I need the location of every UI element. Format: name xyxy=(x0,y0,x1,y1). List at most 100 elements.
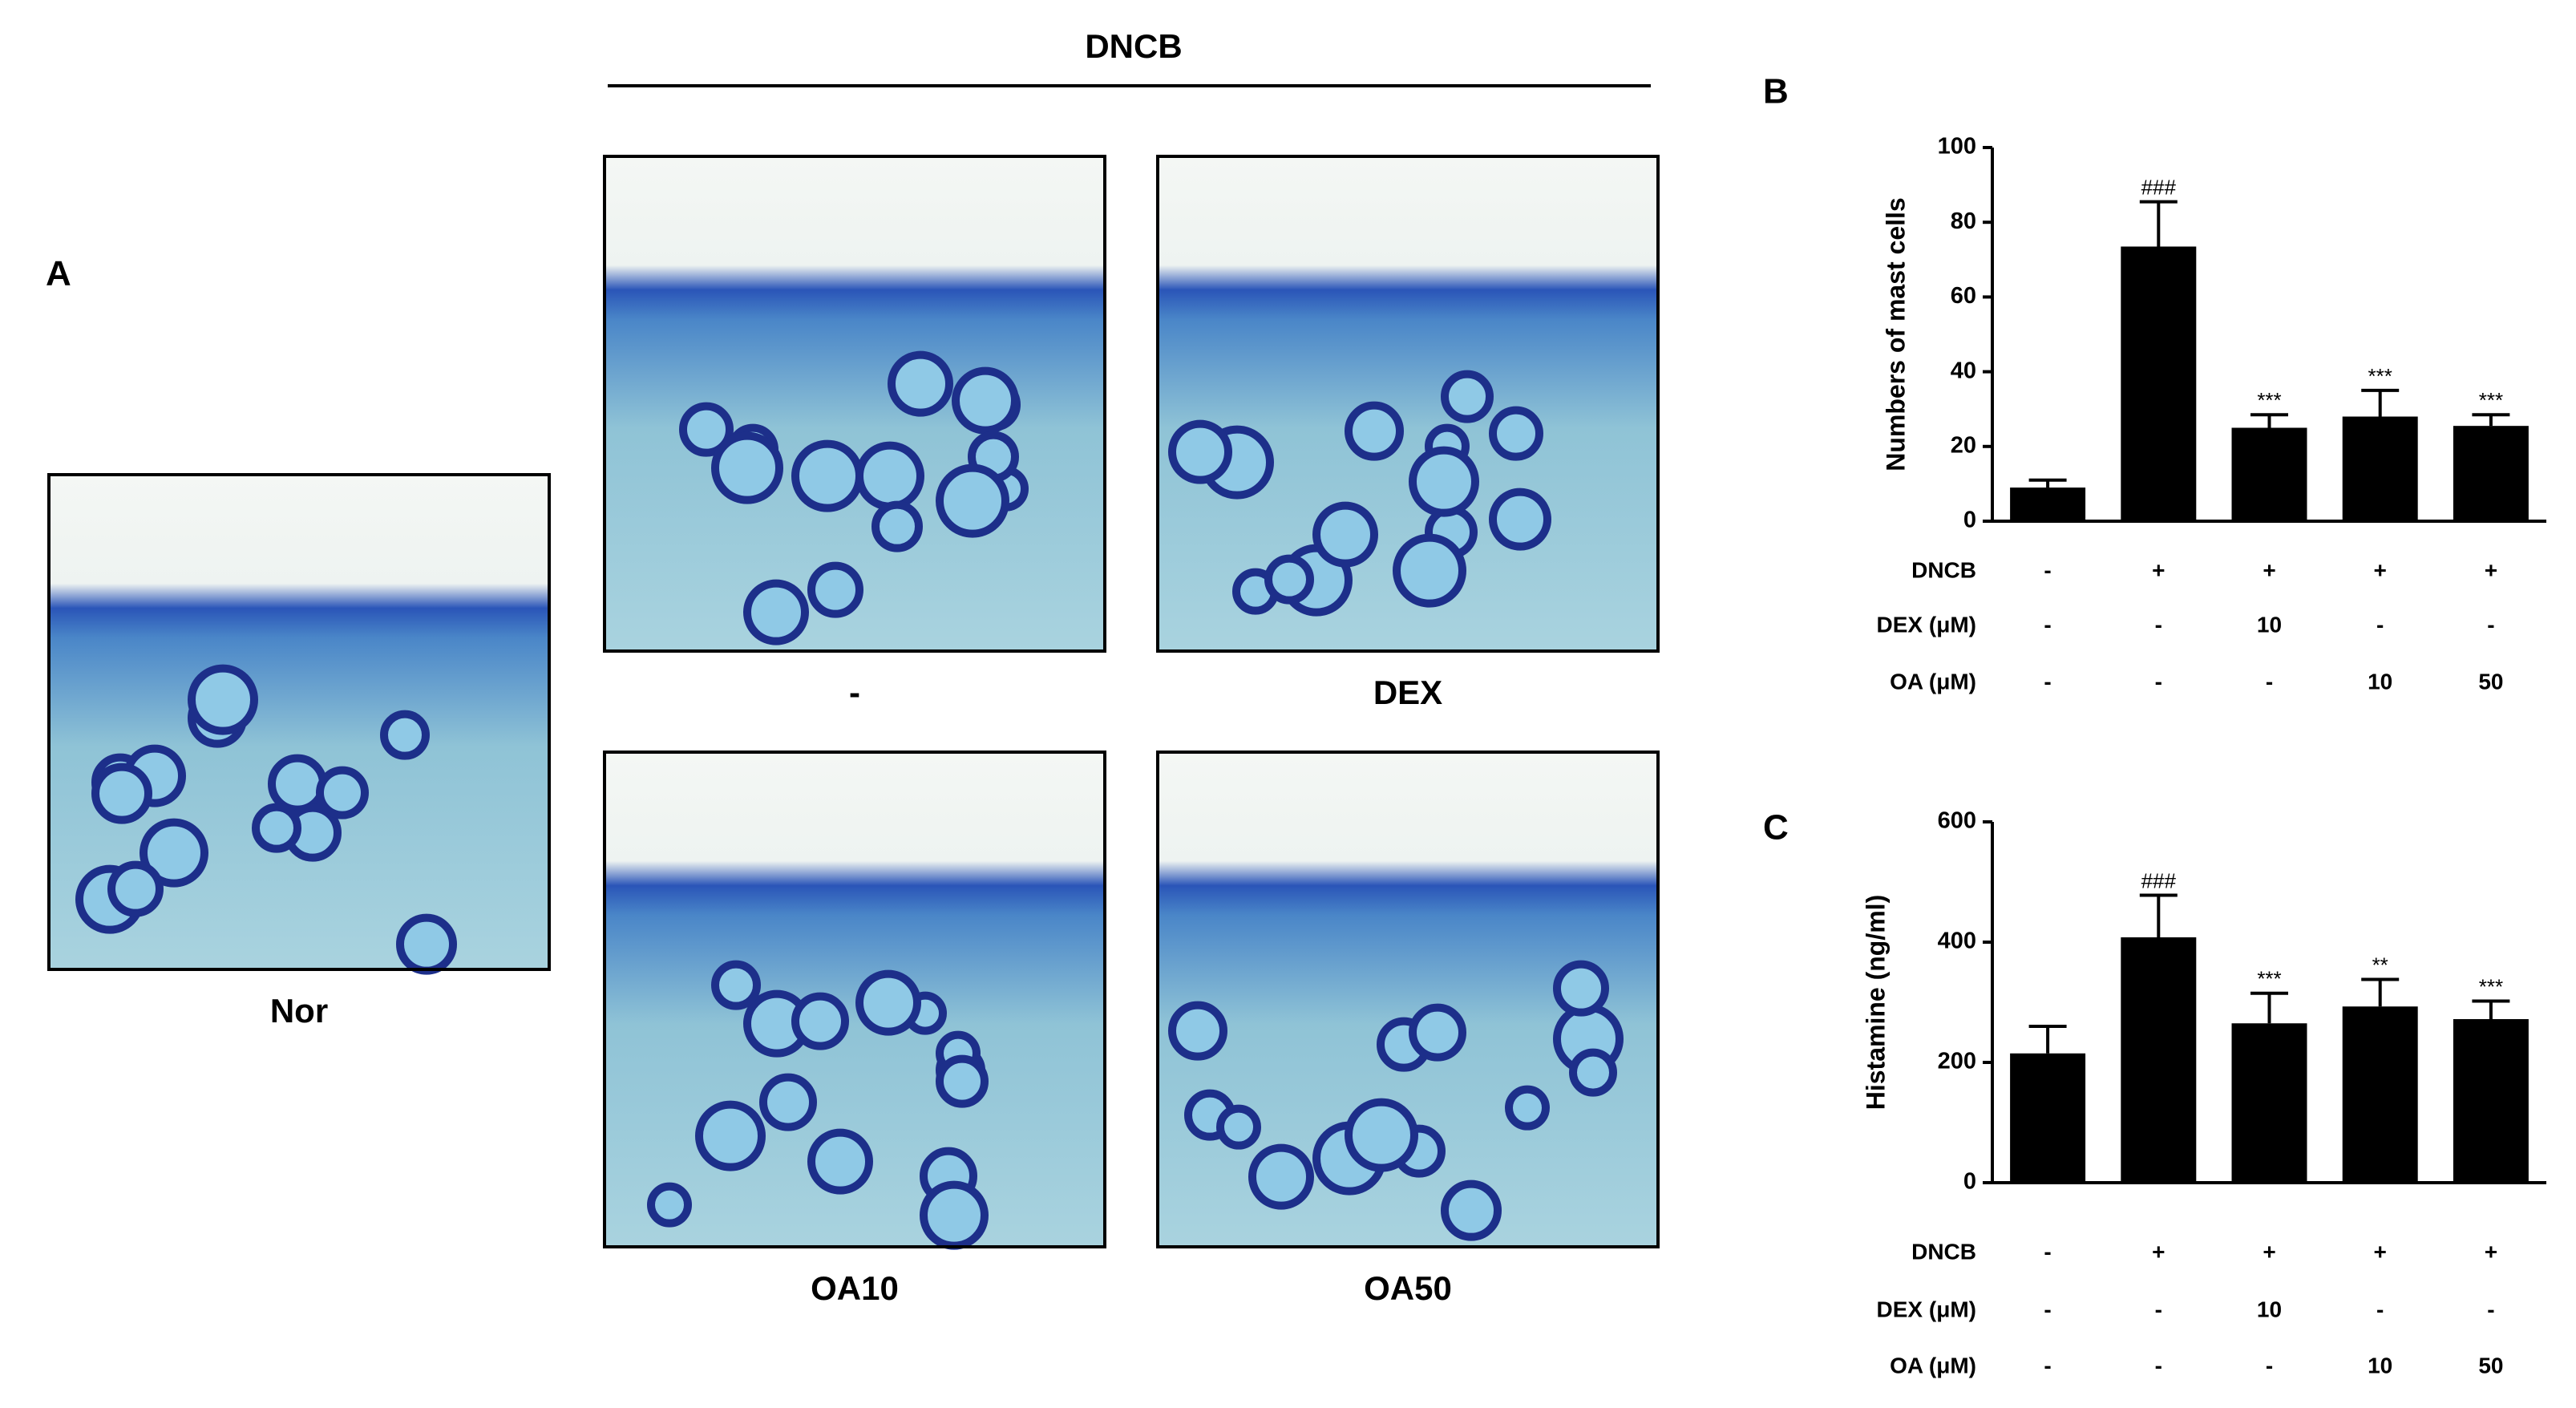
bar xyxy=(2453,426,2529,521)
y-tick-label: 200 xyxy=(1938,1049,1976,1074)
error-bar xyxy=(2361,977,2400,1007)
follicle xyxy=(1216,1104,1261,1150)
panel-label: A xyxy=(46,254,71,293)
significance-label: ### xyxy=(2141,175,2177,199)
treatment-value: - xyxy=(2155,612,2162,637)
follicle xyxy=(936,1054,989,1108)
error-bar xyxy=(2028,478,2067,488)
y-tick-label: 0 xyxy=(1963,1169,1976,1195)
follicle xyxy=(316,766,369,819)
treatment-value: - xyxy=(2044,557,2051,582)
follicle xyxy=(140,818,208,888)
follicle xyxy=(1312,501,1378,568)
micrograph-frame xyxy=(603,155,1106,653)
y-axis-label: Numbers of mast cells xyxy=(1881,197,1910,471)
treatment-value: 10 xyxy=(2368,669,2392,694)
bar xyxy=(2010,1053,2086,1183)
treatment-value: + xyxy=(2152,557,2165,582)
significance-label: *** xyxy=(2257,967,2281,991)
error-bar xyxy=(2139,893,2178,937)
bar xyxy=(2231,427,2307,521)
follicle xyxy=(791,992,849,1050)
treatment-value: - xyxy=(2155,1353,2162,1378)
y-tick-label: 40 xyxy=(1951,358,1976,383)
follicle xyxy=(711,431,783,504)
bar xyxy=(2342,1006,2418,1183)
treatment-value: - xyxy=(2487,612,2494,637)
image-caption: DEX xyxy=(1373,674,1442,711)
y-tick-label: 600 xyxy=(1938,808,1976,834)
y-tick-label: 400 xyxy=(1938,929,1976,954)
follicle xyxy=(188,664,258,735)
significance-label: ### xyxy=(2141,868,2177,892)
treatment-name: DEX (μM) xyxy=(1877,1297,1976,1321)
treatment-value: - xyxy=(2044,612,2051,637)
error-bar xyxy=(2250,413,2288,428)
treatment-value: + xyxy=(2485,1239,2497,1264)
significance-label: *** xyxy=(2479,388,2503,412)
y-axis-label: Histamine (ng/ml) xyxy=(1861,895,1890,1110)
follicle xyxy=(1441,370,1494,423)
error-bar xyxy=(2250,991,2288,1024)
treatment-value: 10 xyxy=(2368,1353,2392,1378)
bar xyxy=(2453,1019,2529,1183)
treatment-name: DNCB xyxy=(1911,557,1976,582)
treatment-value: - xyxy=(2044,1297,2051,1321)
significance-label: *** xyxy=(2257,388,2281,412)
follicle xyxy=(1393,533,1466,608)
follicle xyxy=(679,402,734,457)
treatment-value: + xyxy=(2263,557,2275,582)
micrograph-frame xyxy=(47,473,551,971)
follicle xyxy=(252,803,301,853)
y-tick-label: 60 xyxy=(1951,283,1976,309)
image-caption: - xyxy=(849,674,860,711)
follicle xyxy=(1441,1179,1502,1241)
bar xyxy=(2121,937,2197,1183)
follicle xyxy=(711,960,761,1010)
treatment-value: 10 xyxy=(2257,612,2282,637)
significance-label: ** xyxy=(2372,953,2388,977)
bar xyxy=(2121,246,2197,521)
treatment-value: + xyxy=(2152,1239,2165,1264)
follicle xyxy=(695,1100,766,1171)
follicle xyxy=(107,860,164,917)
follicle xyxy=(743,579,809,645)
image-caption: OA50 xyxy=(1364,1269,1452,1307)
treatment-value: 50 xyxy=(2478,669,2503,694)
error-bar xyxy=(2472,413,2510,427)
treatment-value: 50 xyxy=(2478,1353,2503,1378)
follicle xyxy=(952,366,1019,435)
treatment-value: 10 xyxy=(2257,1297,2282,1321)
y-tick-label: 100 xyxy=(1938,134,1976,160)
follicle xyxy=(91,763,152,824)
treatment-value: - xyxy=(2044,1353,2051,1378)
image-caption: OA10 xyxy=(811,1269,899,1307)
follicle xyxy=(1168,419,1232,484)
treatment-value: + xyxy=(2485,557,2497,582)
follicle xyxy=(1553,960,1609,1017)
treatment-name: OA (μM) xyxy=(1890,669,1976,694)
error-bar xyxy=(2472,999,2510,1019)
treatment-value: + xyxy=(2374,557,2387,582)
treatment-name: DNCB xyxy=(1911,1239,1976,1264)
significance-label: *** xyxy=(2368,364,2392,388)
y-tick-label: 80 xyxy=(1951,208,1976,234)
bar xyxy=(2231,1023,2307,1183)
y-tick-label: 0 xyxy=(1963,508,1976,533)
follicle xyxy=(380,710,430,760)
follicle xyxy=(1409,1003,1466,1062)
error-bar xyxy=(2028,1025,2067,1054)
y-tick-label: 20 xyxy=(1951,432,1976,458)
treatment-value: - xyxy=(2376,1297,2384,1321)
follicle xyxy=(855,441,924,511)
follicle xyxy=(1248,1143,1314,1210)
treatment-value: + xyxy=(2263,1239,2275,1264)
group-label: DNCB xyxy=(1085,27,1182,65)
micrograph-frame xyxy=(603,751,1106,1248)
treatment-value: - xyxy=(2266,1353,2273,1378)
follicle xyxy=(1489,488,1551,551)
treatment-name: DEX (μM) xyxy=(1877,612,1976,637)
significance-label: *** xyxy=(2479,974,2503,998)
treatment-value: - xyxy=(2155,669,2162,694)
